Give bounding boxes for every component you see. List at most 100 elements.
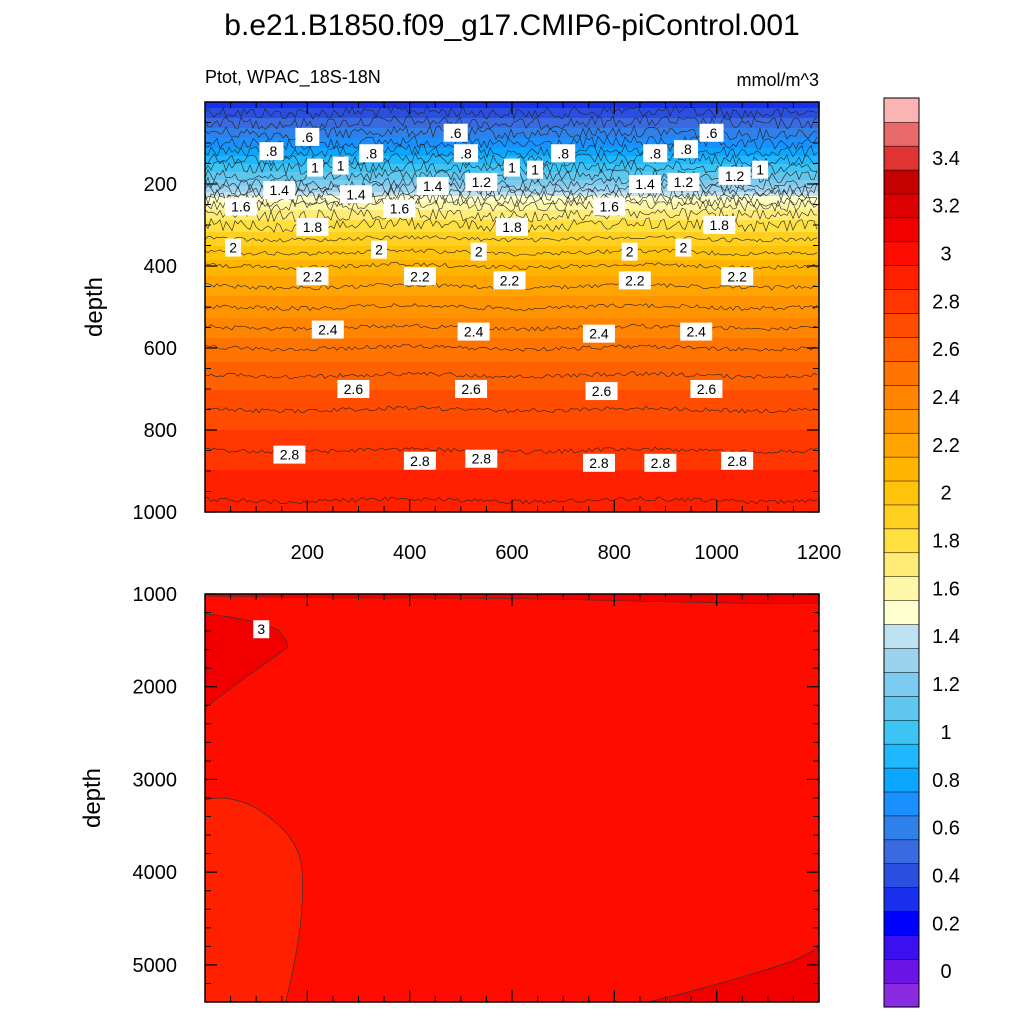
top-contour-label-text: .6 <box>706 125 718 141</box>
top-contour-label: 1.4 <box>416 177 449 196</box>
top-contour-label-box <box>370 240 387 259</box>
top-contour-label-text: 2.4 <box>464 324 484 340</box>
colorbar-tick-label: 0 <box>940 961 951 983</box>
top-fill-band <box>205 116 819 119</box>
top-fill-band <box>205 312 819 315</box>
colorbar-swatch <box>883 600 920 625</box>
top-fill-band <box>205 412 819 415</box>
top-contour-label-text: 1.8 <box>303 219 323 235</box>
top-fill-band <box>205 462 819 465</box>
top-contour-line <box>205 371 818 380</box>
top-fill-band <box>205 480 819 483</box>
top-contour-label: 1.6 <box>224 197 257 216</box>
top-fill-band <box>205 176 819 179</box>
top-contour-label-text: .8 <box>649 145 661 161</box>
top-contour-label-text: .6 <box>450 125 462 141</box>
top-fill-band <box>205 322 819 325</box>
colorbar-tick-label: 1.8 <box>932 531 960 553</box>
top-fill-band <box>205 140 819 143</box>
top-contour-label: 2.8 <box>273 445 306 464</box>
top-contour-label: .8 <box>643 144 668 163</box>
top-contour-label: .8 <box>673 140 698 159</box>
top-fill-band <box>205 248 819 251</box>
top-contour-label: 1.2 <box>465 172 498 191</box>
top-fill-band <box>205 416 819 419</box>
top-contour-label: 2.4 <box>680 322 713 341</box>
top-fill-band <box>205 418 819 421</box>
colorbar-swatch <box>883 767 920 793</box>
top-contour-label-box <box>457 322 490 341</box>
top-fill-band <box>205 142 819 145</box>
colorbar-swatch <box>883 456 920 482</box>
bottom-fill-lower-left <box>205 797 303 1002</box>
top-x-tick-label: 1200 <box>797 542 842 564</box>
colorbar-swatch <box>883 647 920 673</box>
top-contour-label-text: 1.8 <box>709 217 729 233</box>
top-fill-band <box>205 236 819 239</box>
top-fill-band <box>205 494 819 497</box>
top-contour-label-box <box>551 144 576 163</box>
top-fill-band <box>205 452 819 455</box>
top-contour-label: .8 <box>551 144 576 163</box>
top-contour-label-box <box>443 123 468 142</box>
top-contour-label-text: 1.4 <box>423 178 443 194</box>
top-contour-label-box <box>296 218 329 237</box>
top-fill-band <box>205 472 819 475</box>
top-contour-label: 2.6 <box>337 380 370 398</box>
top-contour-label-box <box>721 267 754 286</box>
top-contour-label: 2.6 <box>455 380 488 398</box>
top-fill-band <box>205 394 819 397</box>
top-contour-label-box <box>465 449 498 468</box>
top-fill-band <box>205 180 819 183</box>
top-contour-line <box>205 303 818 311</box>
top-fill-band <box>205 434 819 437</box>
top-contour-label: 2.6 <box>585 382 618 401</box>
top-contour-label-box <box>582 453 615 472</box>
top-fill-band <box>205 354 819 357</box>
top-contour-label-box <box>680 322 713 341</box>
top-contour-label: 2.2 <box>721 267 754 286</box>
top-contour-line <box>205 405 818 414</box>
top-fill-band <box>205 190 819 193</box>
top-contour-label-text: 2.8 <box>280 447 300 463</box>
top-contour-label: 2.2 <box>618 271 651 290</box>
top-fill-band <box>205 212 819 215</box>
top-contour-label: 1.8 <box>496 218 528 237</box>
top-fill-band <box>205 150 819 153</box>
top-fill-band <box>205 246 819 249</box>
top-contour-label: 1.8 <box>703 216 736 234</box>
top-fill-band <box>205 404 819 407</box>
top-y-tick-label: 200 <box>144 174 177 196</box>
top-fill-band <box>205 408 819 411</box>
top-contour-label-text: .6 <box>301 129 313 145</box>
top-fill-band <box>205 306 819 309</box>
top-fill-band <box>205 250 819 253</box>
top-contour-label-box <box>643 144 668 163</box>
top-contour-label-box <box>585 382 618 401</box>
top-contour-label-box <box>493 271 526 290</box>
top-contour-label-box <box>752 160 769 179</box>
top-contour-label-box <box>593 197 626 216</box>
top-fill-band <box>205 192 819 195</box>
top-contour-label-text: 2.4 <box>318 322 338 338</box>
top-fill-band <box>205 244 819 247</box>
top-fill-band <box>205 320 819 323</box>
top-contour-label-text: 2.2 <box>727 268 747 284</box>
top-fill-band <box>205 372 819 375</box>
top-contour-label-text: 2.2 <box>625 272 645 288</box>
top-fill-band <box>205 184 819 187</box>
top-x-tick-label: 800 <box>598 542 631 564</box>
colorbar-swatch <box>883 887 920 912</box>
colorbar-tick-label: 2.8 <box>932 291 960 313</box>
top-contour-label: .8 <box>259 142 284 161</box>
top-fill-band <box>205 380 819 383</box>
colorbar-swatch <box>883 695 920 721</box>
bottom-contour-label: 3 <box>253 620 270 639</box>
top-fill-band <box>205 256 819 259</box>
colorbar-swatch <box>883 313 920 338</box>
colorbar-swatch <box>883 982 920 1008</box>
top-contour-label-box <box>629 175 662 193</box>
top-fill-band <box>205 316 819 319</box>
top-contour-label-box <box>224 197 257 216</box>
top-fill-band <box>205 346 819 349</box>
